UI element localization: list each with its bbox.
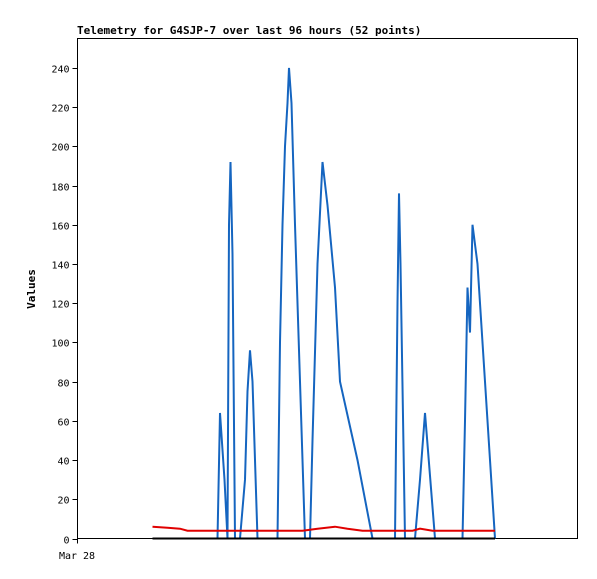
chart-title: Telemetry for G4SJP-7 over last 96 hours… [77, 24, 421, 37]
series-layer [152, 67, 496, 540]
y-tick-label: 180 [51, 183, 69, 194]
plot-frame [77, 38, 578, 539]
y-tick-label: 40 [57, 457, 69, 468]
y-tick-label: 200 [51, 143, 69, 154]
x-tick-label: Mar 28 [59, 551, 95, 562]
y-tick-label: 240 [51, 65, 69, 76]
series-line-1 [216, 67, 496, 540]
y-tick-label: 80 [57, 379, 69, 390]
series-line-2 [152, 525, 495, 532]
y-tick-label: 220 [51, 104, 69, 115]
y-tick-label: 20 [57, 496, 69, 507]
y-axis: 0 20 40 60 80 100 120 140 160 180 200 220 240 [51, 65, 78, 547]
y-tick-label: 120 [51, 300, 69, 311]
y-axis-label: Values [25, 269, 38, 309]
y-tick-label: 100 [51, 339, 69, 350]
y-tick-label: 140 [51, 261, 69, 272]
y-tick-label: 60 [57, 418, 69, 429]
y-tick-label: 160 [51, 222, 69, 233]
y-tick-label: 0 [63, 536, 69, 547]
